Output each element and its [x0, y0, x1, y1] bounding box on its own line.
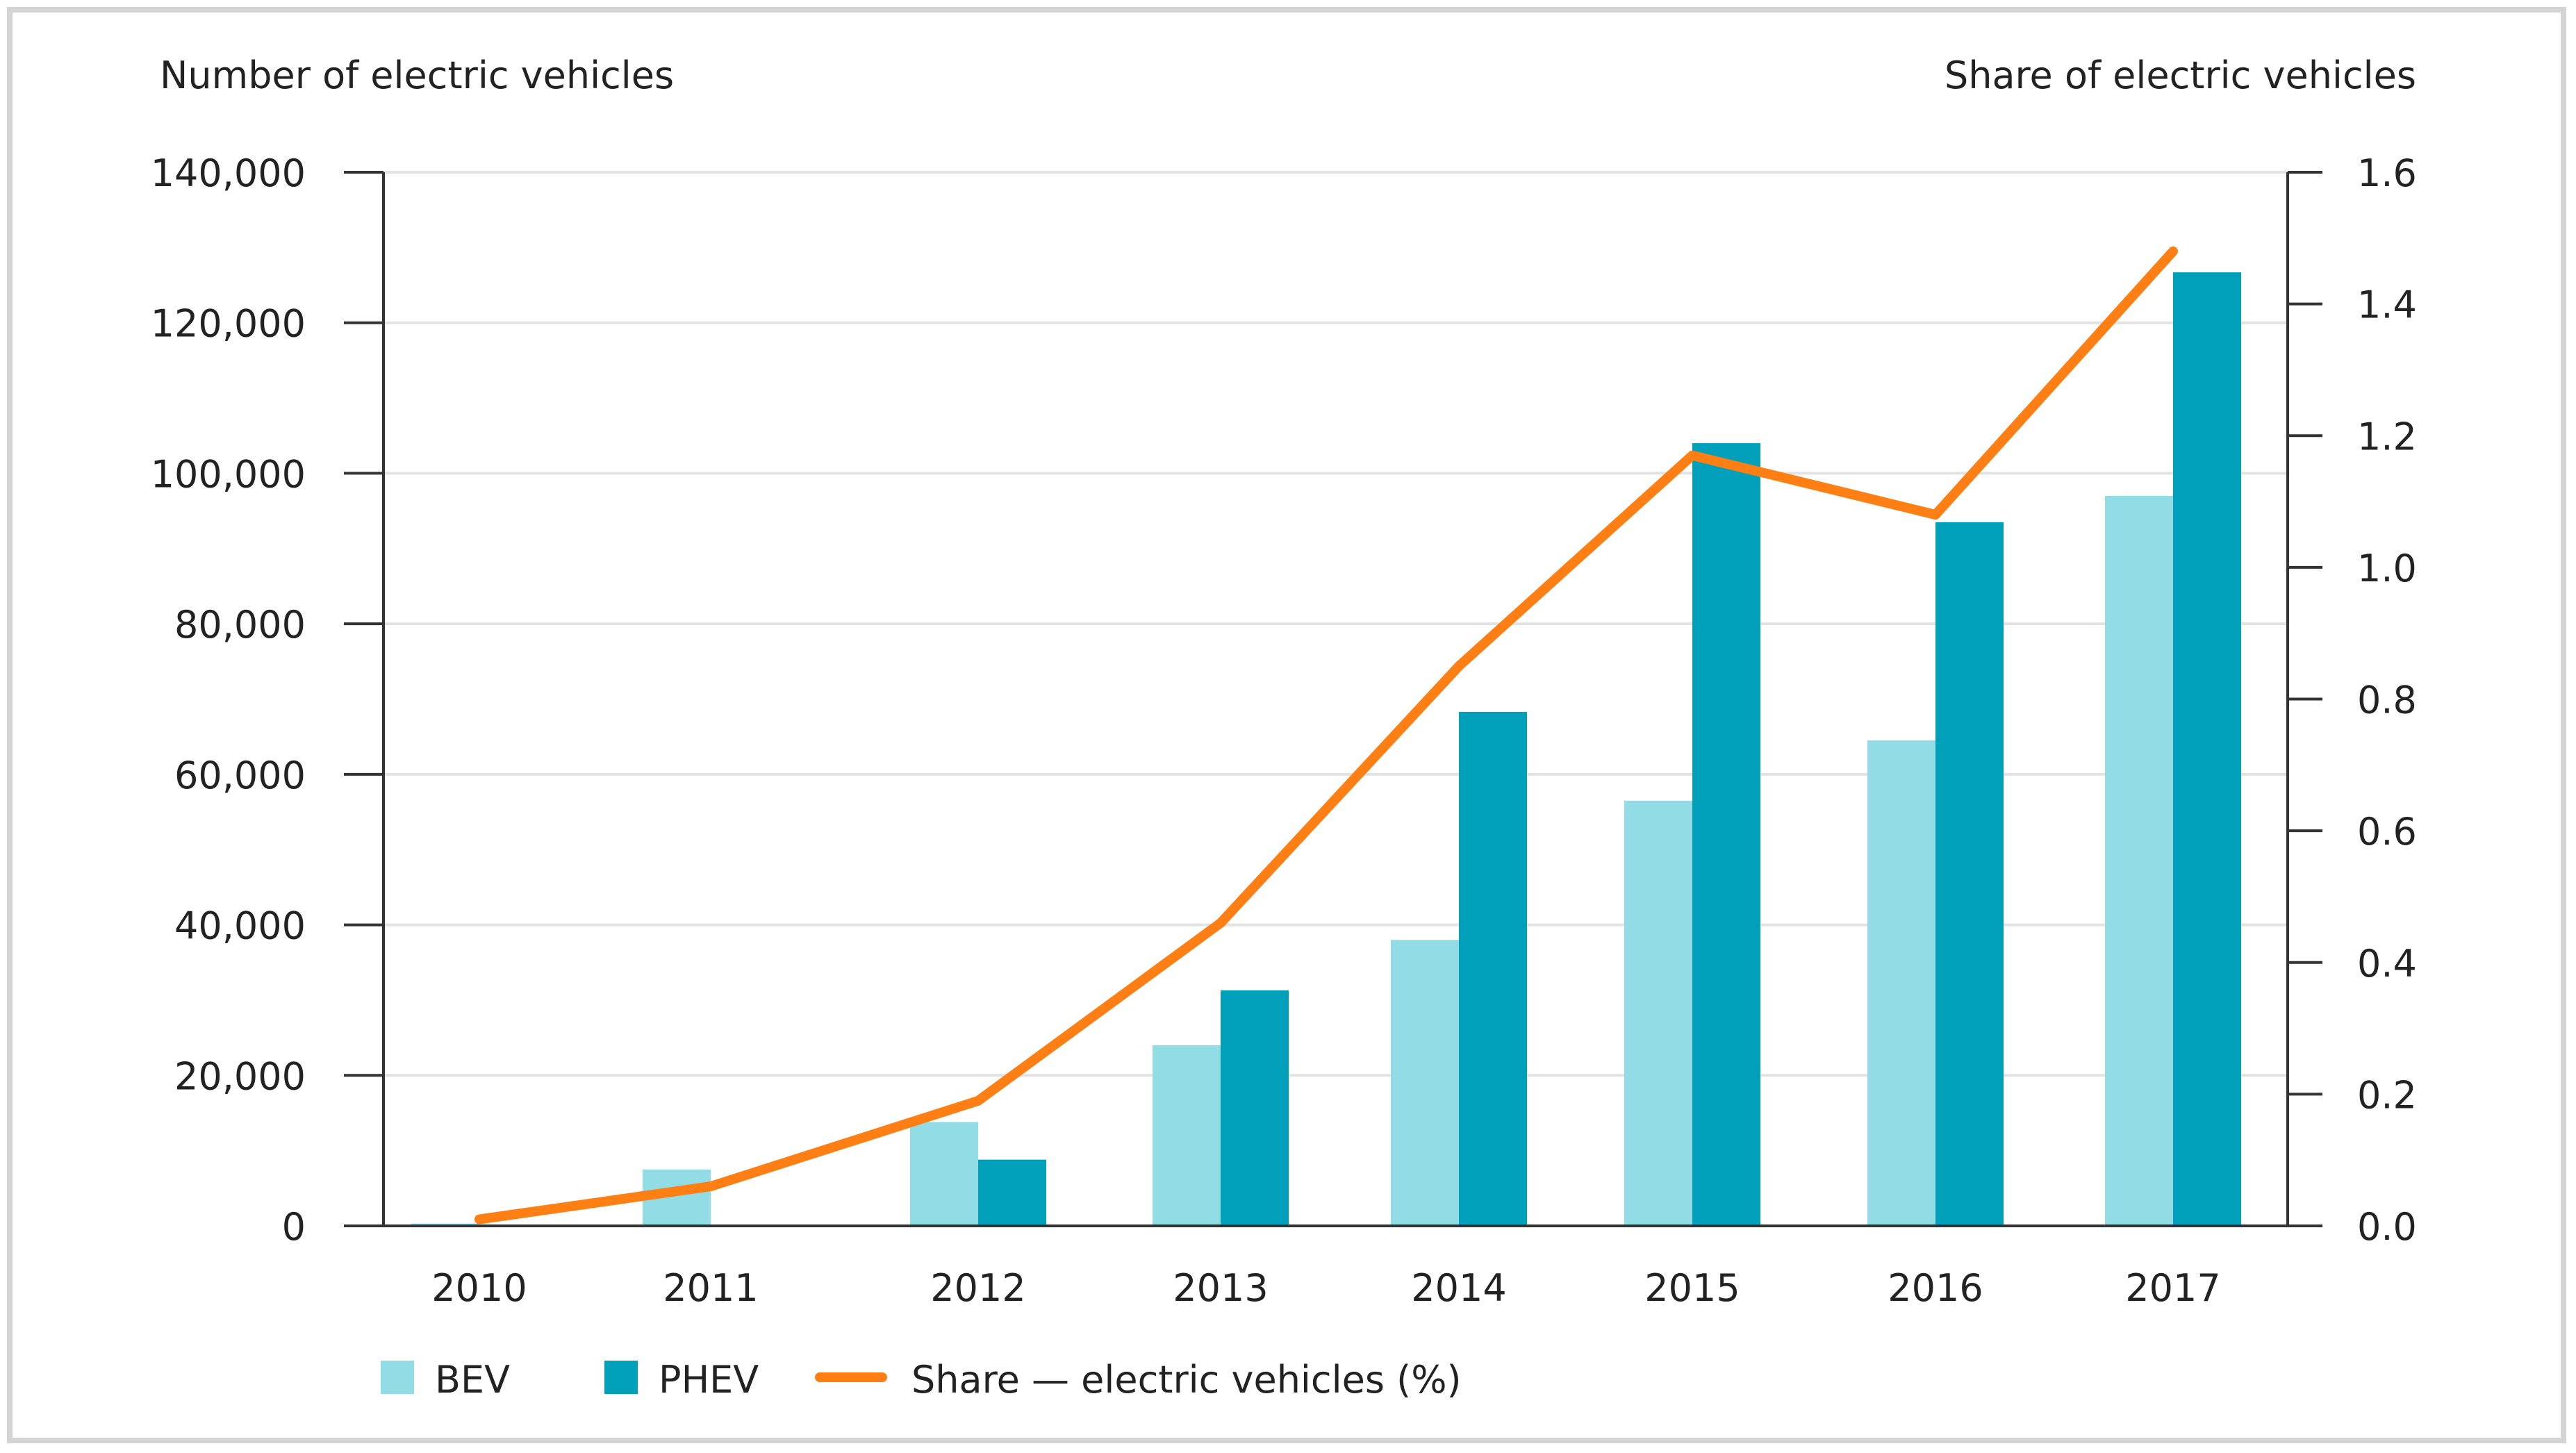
bar-phev-2014	[1459, 711, 1527, 1226]
share-point-2011	[709, 1185, 712, 1188]
tick-labels: 0 20,000 40,000 60,000 80,000 100,000 120,000 1…	[151, 151, 2417, 1310]
x-tick-label: 2013	[1173, 1266, 1268, 1310]
left-tick-label: 40,000	[174, 904, 306, 948]
bar-phev-2012	[978, 1159, 1046, 1226]
left-tick-label: 100,000	[151, 452, 306, 496]
x-tick-label: 2012	[930, 1266, 1025, 1310]
share-point-2010	[478, 1218, 481, 1221]
right-tick-label: 1.2	[2357, 415, 2417, 458]
bar-phev-2015	[1692, 443, 1760, 1226]
bar-bev-2015	[1624, 800, 1692, 1226]
bar-phev-2017	[2173, 272, 2241, 1226]
legend-label: PHEV	[659, 1358, 759, 1402]
right-tick-label: 0.6	[2357, 810, 2417, 854]
right-tick-label: 0.4	[2357, 942, 2417, 986]
bar-bev-2012	[910, 1122, 978, 1226]
right-tick-label: 0.8	[2357, 679, 2417, 722]
legend: BEV PHEV Share — electric vehicles (%)	[381, 1358, 1462, 1402]
legend-swatch-phev	[604, 1361, 638, 1394]
left-tick-label: 80,000	[174, 603, 306, 647]
x-tick-label: 2015	[1644, 1266, 1740, 1310]
left-tick-label: 140,000	[151, 151, 306, 195]
share-point-2014	[1458, 665, 1460, 668]
right-tick-label: 1.6	[2357, 151, 2417, 195]
left-tick-label: 120,000	[151, 302, 306, 346]
legend-swatch-bev	[381, 1361, 414, 1394]
bar-bev-2014	[1391, 940, 1459, 1226]
x-tick-label: 2010	[431, 1266, 527, 1310]
bar-bev-2017	[2105, 495, 2173, 1226]
bar-bev-2016	[1867, 740, 1935, 1226]
share-point-2012	[977, 1099, 980, 1102]
axes	[344, 171, 2322, 1227]
share-point-2017	[2172, 249, 2174, 253]
left-tick-label: 60,000	[174, 754, 306, 797]
left-axis-title: Number of electric vehicles	[160, 53, 674, 97]
legend-label: Share — electric vehicles (%)	[911, 1358, 1462, 1402]
x-tick-label: 2017	[2125, 1266, 2220, 1310]
right-axis-title: Share of electric vehicles	[1945, 53, 2416, 97]
share-line	[474, 246, 2178, 1224]
share-point-2013	[1219, 921, 1222, 924]
left-tick-label: 20,000	[174, 1054, 306, 1098]
share-line-group	[474, 246, 2178, 1224]
bar-group	[411, 272, 2241, 1226]
right-tick-label: 1.0	[2357, 547, 2417, 590]
bar-phev-2016	[1935, 522, 2004, 1226]
x-tick-label: 2011	[663, 1266, 758, 1310]
right-tick-label: 0.0	[2357, 1205, 2417, 1249]
right-tick-label: 1.4	[2357, 283, 2417, 327]
x-tick-label: 2016	[1888, 1266, 1983, 1310]
share-point-2016	[1934, 513, 1937, 517]
bar-phev-2013	[1221, 990, 1289, 1226]
bar-bev-2013	[1153, 1045, 1221, 1226]
x-tick-label: 2014	[1411, 1266, 1506, 1310]
share-point-2015	[1691, 454, 1694, 457]
legend-label: BEV	[435, 1358, 510, 1402]
left-tick-label: 0	[282, 1205, 306, 1249]
right-tick-label: 0.2	[2357, 1073, 2417, 1117]
